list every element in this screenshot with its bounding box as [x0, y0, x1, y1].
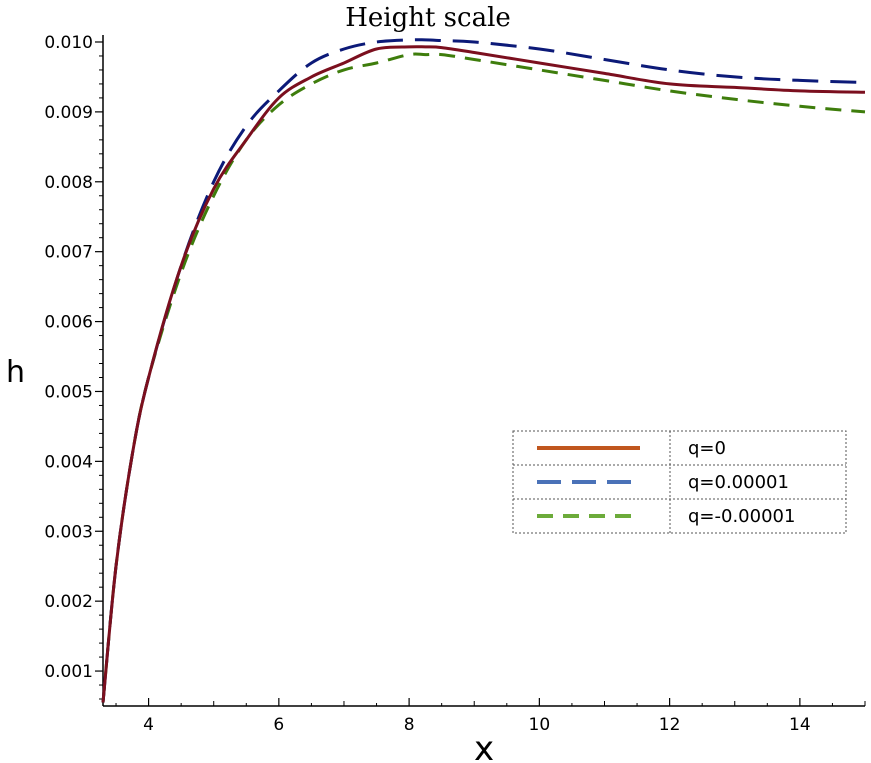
x-tick-label: 4: [143, 715, 154, 735]
y-tick-label: 0.001: [44, 662, 93, 682]
legend-label: q=0.00001: [688, 472, 789, 493]
series-line-0: [101, 45, 866, 703]
x-tick-label: 12: [659, 715, 681, 735]
legend: q=0 q=0.00001 q=-0.00001: [512, 430, 847, 534]
y-tick-label: 0.008: [44, 173, 93, 193]
series-layer: [101, 38, 866, 703]
y-tick-label: 0.006: [44, 313, 93, 333]
legend-label: q=0: [688, 438, 726, 459]
y-tick-label: 0.004: [44, 452, 93, 472]
y-tick-label: 0.002: [44, 592, 93, 612]
x-tick-label: 6: [273, 715, 284, 735]
x-tick-label: 14: [789, 715, 811, 735]
y-axis-label: h: [6, 355, 25, 390]
x-axis-label: x: [474, 729, 494, 763]
legend-frame: [512, 430, 847, 534]
series-line-2: [101, 52, 866, 703]
y-tick-label: 0.010: [44, 33, 93, 53]
y-tick-label: 0.003: [44, 522, 93, 542]
y-tick-label: 0.005: [44, 382, 93, 402]
x-tick-label: 8: [404, 715, 415, 735]
x-tick-label: 10: [529, 715, 551, 735]
axes: 4 6 8 10 12 14 0.001 0.002 0.003 0.004 0.005 0.006 0…: [44, 33, 866, 735]
legend-label: q=-0.00001: [688, 506, 795, 527]
y-tick-label: 0.007: [44, 243, 93, 263]
y-tick-label: 0.009: [44, 103, 93, 123]
chart-title: Height scale: [345, 3, 511, 33]
series-line-1: [101, 38, 866, 703]
